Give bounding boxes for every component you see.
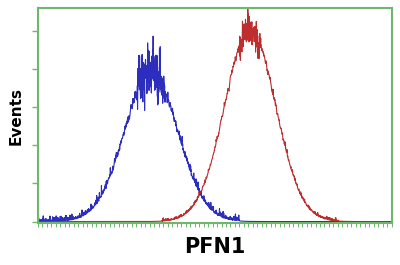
X-axis label: PFN1: PFN1 [184,237,246,257]
Y-axis label: Events: Events [8,87,23,145]
